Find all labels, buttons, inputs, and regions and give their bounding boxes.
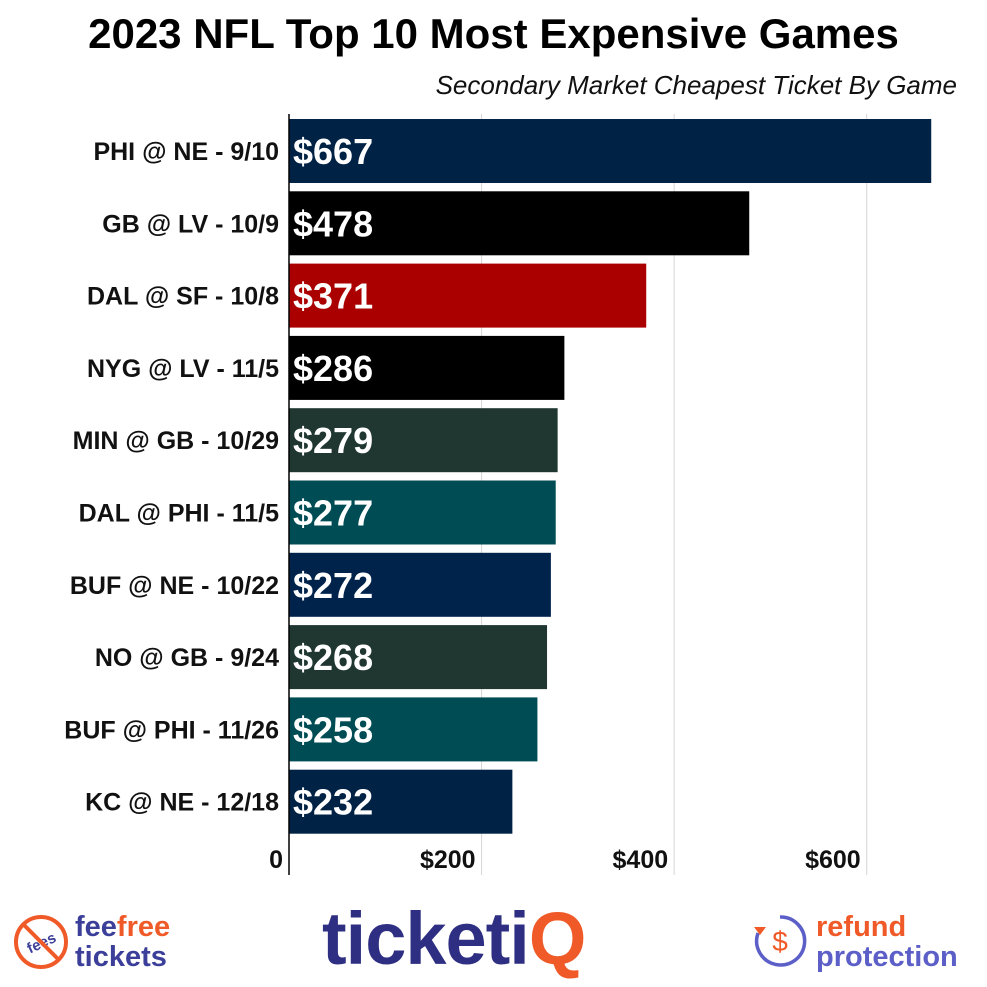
category-label: BUF @ PHI - 11/26	[64, 716, 279, 744]
category-label: DAL @ PHI - 11/5	[79, 500, 279, 528]
category-label: NYG @ LV - 11/5	[87, 355, 279, 383]
bar	[289, 408, 558, 473]
category-labels: PHI @ NE - 9/10 GB @ LV - 10/9 DAL @ SF - …	[64, 138, 279, 817]
data-label: $272	[293, 565, 373, 606]
bar	[289, 263, 647, 328]
brand-main: ticketi	[322, 897, 530, 980]
data-label: $232	[293, 782, 373, 823]
category-label: PHI @ NE - 9/10	[93, 138, 279, 166]
feefree-tickets-logo-text: feefree tickets	[75, 912, 170, 972]
bar	[289, 769, 513, 834]
category-label: KC @ NE - 12/18	[85, 789, 279, 817]
footer: fees $	[0, 895, 987, 985]
data-label: $478	[293, 203, 373, 244]
category-label: GB @ LV - 10/9	[102, 210, 279, 238]
data-label: $277	[293, 493, 373, 534]
bar	[289, 480, 556, 545]
data-label: $258	[293, 709, 373, 750]
x-axis-ticks: 0 $200 $400 $600	[269, 846, 861, 874]
refund-protection-logo-text: refund protection	[816, 912, 958, 972]
data-label: $371	[293, 276, 373, 317]
tickets-word: tickets	[75, 941, 167, 973]
category-label: MIN @ GB - 10/29	[73, 427, 279, 455]
x-tick-label: $600	[805, 846, 861, 874]
brand-accent: Q	[528, 897, 587, 980]
bars: $667 $478 $371 $286 $279 $277 $272 $268 $258 $232	[289, 119, 932, 834]
bar	[289, 625, 548, 690]
bar	[289, 552, 551, 617]
chart-title: 2023 NFL Top 10 Most Expensive Games	[88, 10, 899, 57]
x-tick-label: $400	[613, 846, 669, 874]
svg-text:$: $	[772, 926, 788, 957]
no-fees-icon: fees	[14, 915, 68, 969]
x-tick-label: 0	[269, 846, 283, 874]
data-label: $268	[293, 637, 373, 678]
chart-subtitle: Secondary Market Cheapest Ticket By Game	[435, 70, 957, 100]
data-label: $667	[293, 131, 373, 172]
refund-word: refund	[816, 911, 907, 943]
bar	[289, 119, 932, 183]
fee-word: fee	[75, 911, 117, 943]
data-label: $279	[293, 420, 373, 461]
bar	[289, 697, 538, 762]
data-label: $286	[293, 348, 373, 389]
bar-chart: $667 $478 $371 $286 $279 $277 $272 $268 $258 $232…	[64, 114, 932, 875]
protection-word: protection	[816, 941, 958, 973]
category-label: DAL @ SF - 10/8	[87, 283, 279, 311]
refund-dollar-icon: $	[754, 915, 807, 967]
ticketiq-logo: ticketiQ	[322, 896, 587, 981]
category-label: BUF @ NE - 10/22	[70, 572, 279, 600]
category-label: NO @ GB - 9/24	[95, 644, 279, 672]
bar	[289, 191, 750, 256]
bar	[289, 335, 565, 400]
free-word: free	[116, 911, 171, 943]
x-tick-label: $200	[420, 846, 476, 874]
